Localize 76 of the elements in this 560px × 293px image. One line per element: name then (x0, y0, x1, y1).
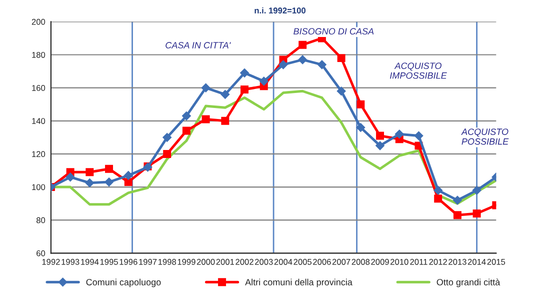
x-tick-label: 2007 (332, 258, 350, 265)
point (414, 131, 424, 140)
point (202, 115, 210, 124)
point (124, 170, 133, 180)
y-tick-label: 140 (32, 118, 46, 124)
point (182, 126, 190, 135)
point (376, 141, 384, 150)
x-tick-label: 2006 (313, 258, 331, 265)
point (318, 60, 326, 70)
x-tick-label: 1994 (81, 258, 99, 265)
point (240, 68, 249, 78)
y-tick-label: 100 (32, 184, 46, 190)
point (105, 164, 114, 173)
point (472, 186, 482, 195)
point (337, 54, 346, 62)
point (298, 40, 307, 49)
x-tick-label: 2004 (274, 258, 292, 265)
point (124, 178, 132, 186)
point (104, 178, 114, 187)
x-tick-label: 1993 (62, 258, 80, 265)
point (472, 209, 481, 218)
point (394, 130, 404, 139)
y-tick-label: 80 (36, 217, 46, 224)
x-tick-label: 1995 (100, 258, 118, 265)
x-tick-label: 2002 (236, 258, 254, 265)
x-tick-label: 2011 (410, 258, 428, 265)
legend-label: Otto grandi città (436, 278, 500, 288)
x-tick-label: 2000 (196, 258, 215, 265)
point (434, 194, 442, 203)
annotation: BISOGNO DI CASA (294, 28, 374, 35)
x-tick-label: 2009 (371, 258, 389, 265)
point (336, 86, 346, 96)
point (221, 116, 230, 125)
point (453, 211, 462, 220)
point (182, 111, 191, 120)
x-tick-label: 2003 (255, 258, 273, 265)
point (86, 168, 94, 176)
point (259, 76, 268, 86)
point (356, 100, 365, 108)
x-tick-label: 2008 (352, 258, 370, 265)
point (201, 83, 210, 92)
point (356, 123, 366, 132)
x-tick-label: 2005 (294, 258, 312, 265)
x-tick-label: 1997 (139, 258, 157, 265)
point (220, 90, 230, 99)
x-tick-label: 2001 (216, 258, 234, 265)
x-tick-label: 1999 (178, 258, 196, 265)
chart-subtitle: n.i. 1992=100 (254, 7, 306, 14)
y-tick-label: 180 (32, 52, 46, 58)
point (240, 85, 249, 94)
x-tick-label: 2015 (487, 258, 506, 265)
legend-label: Altri comuni della provincia (245, 278, 352, 288)
annotation: ACQUISTO POSSIBILE (461, 128, 509, 145)
x-tick-label: 2012 (429, 258, 447, 265)
point (278, 60, 288, 70)
point (162, 132, 172, 142)
annotation: ACQUISTO IMPOSSIBILE (390, 62, 447, 79)
legend-label: Comuni capoluogo (86, 278, 161, 288)
point (85, 178, 94, 188)
x-tick-label: 1996 (120, 258, 138, 265)
x-tick-label: 2010 (390, 258, 408, 265)
point (376, 132, 384, 140)
point (298, 55, 308, 64)
x-tick-label: 1992 (42, 258, 60, 265)
y-tick-label: 120 (32, 151, 46, 158)
y-tick-label: 160 (32, 85, 46, 91)
x-tick-label: 1998 (158, 258, 176, 265)
point (163, 150, 172, 158)
y-tick-label: 60 (36, 250, 46, 256)
point (453, 196, 462, 205)
annotation: CASA IN CITTA' (166, 42, 231, 48)
y-tick-label: 200 (32, 18, 46, 25)
point (434, 186, 443, 195)
point (66, 172, 75, 182)
x-tick-label: 2014 (468, 258, 486, 265)
x-tick-label: 2013 (448, 258, 466, 265)
